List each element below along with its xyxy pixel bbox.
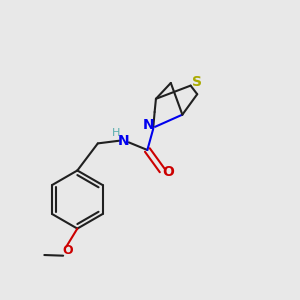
- Text: N: N: [117, 134, 129, 148]
- Text: S: S: [192, 75, 202, 89]
- Text: O: O: [62, 244, 73, 257]
- Text: N: N: [142, 118, 154, 132]
- Text: O: O: [162, 165, 174, 179]
- Text: H: H: [112, 128, 120, 139]
